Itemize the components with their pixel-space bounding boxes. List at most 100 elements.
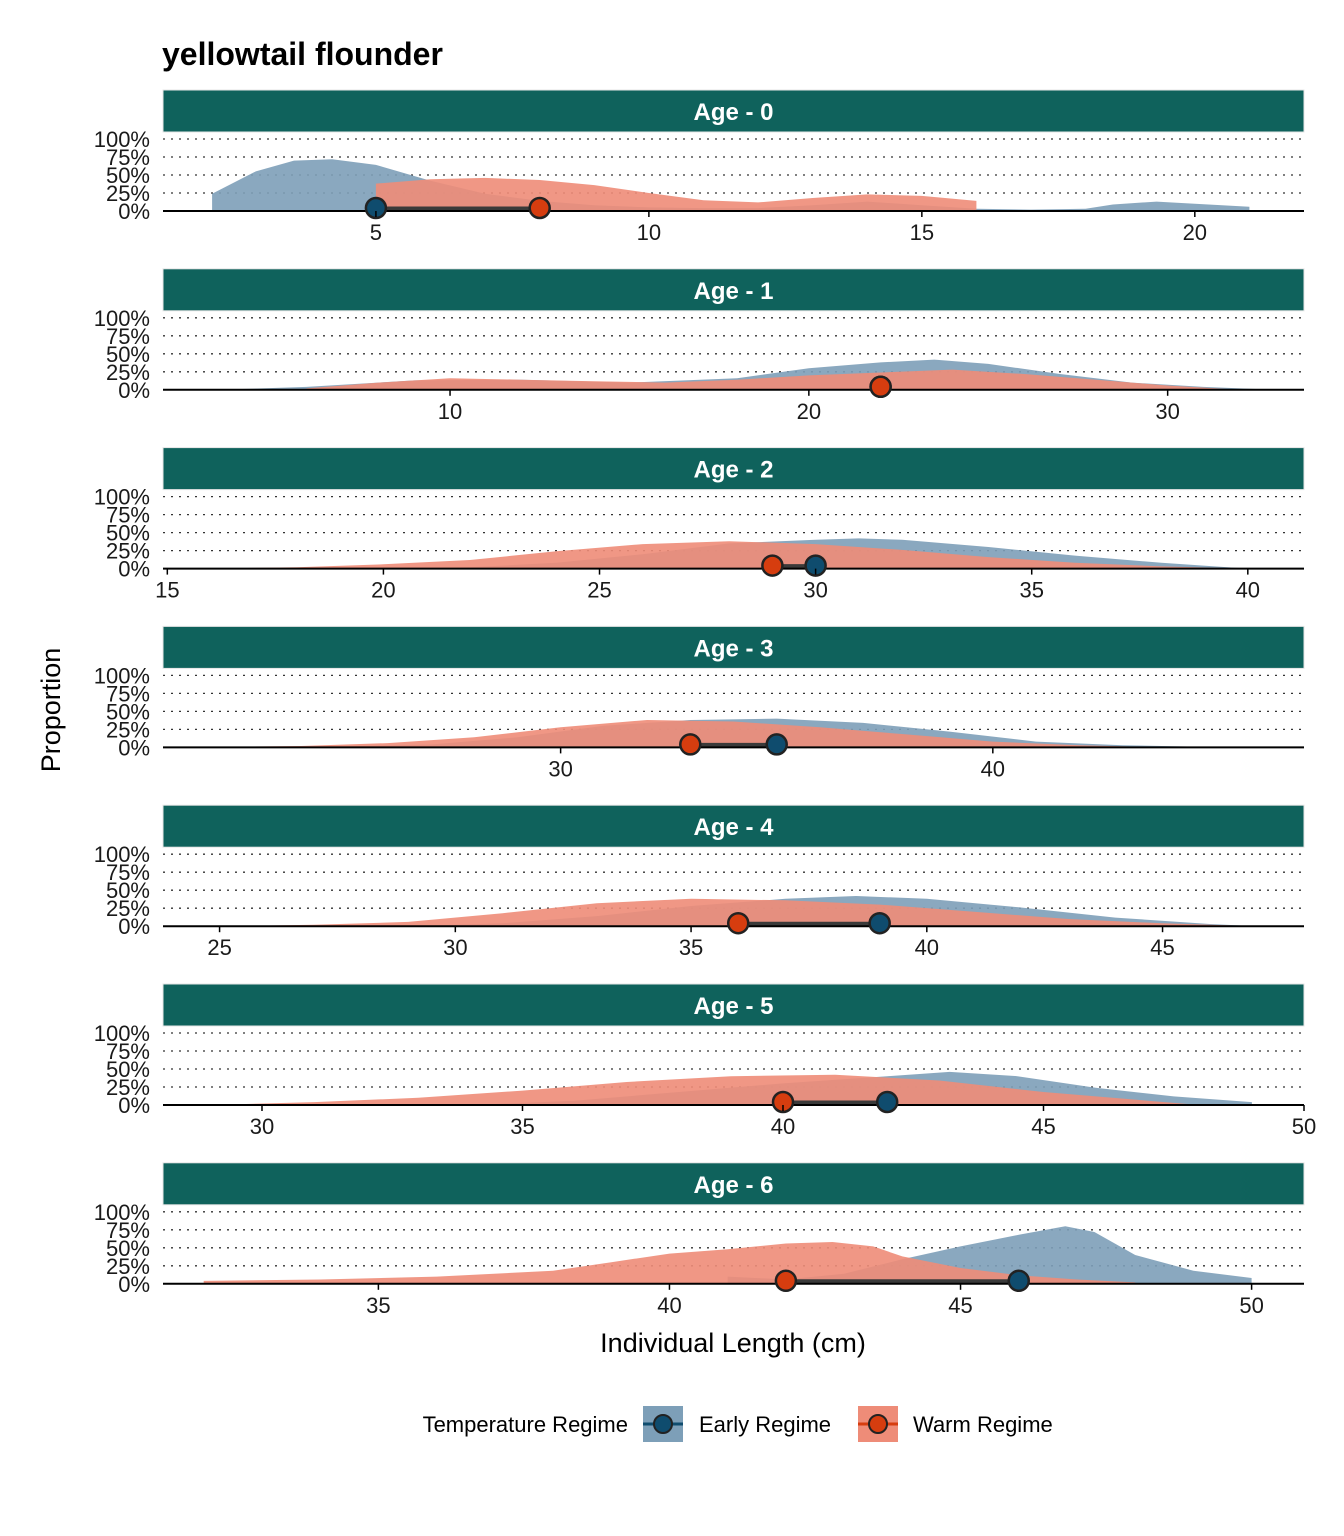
panel-strip-label: Age - 3 [693, 635, 773, 662]
mean-point-early [765, 733, 788, 756]
panel-strip-label: Age - 4 [693, 814, 774, 841]
panel-age-4: Age - 4 0%25%50%75%100% 25 30 35 40 45 [94, 804, 1305, 960]
density-area-warm [375, 177, 977, 211]
y-tick-label: 75% [106, 860, 150, 885]
x-tick-label: 45 [1150, 935, 1174, 960]
x-tick-label: 10 [637, 220, 661, 245]
x-axis-title: Individual Length (cm) [600, 1328, 866, 1358]
panel-strip [162, 1162, 1305, 1206]
y-tick-label: 50% [106, 1057, 150, 1082]
y-tick-label: 50% [106, 1236, 150, 1261]
legend-title: Temperature Regime [423, 1412, 628, 1437]
x-tick-label: 20 [797, 399, 821, 424]
y-tick-label: 0% [118, 914, 150, 939]
y-tick-label: 100% [94, 663, 150, 688]
mean-point-warm [726, 911, 750, 935]
y-tick-label: 100% [94, 127, 150, 152]
y-tick-label: 50% [106, 878, 150, 903]
mean-point-early [364, 196, 388, 220]
panel-strip-label: Age - 0 [693, 99, 773, 126]
x-tick-label: 40 [771, 1114, 795, 1139]
panel-strip [162, 447, 1305, 491]
mean-point-early [804, 554, 827, 577]
x-tick-label: 20 [371, 578, 395, 603]
y-tick-label: 75% [106, 503, 150, 528]
legend-label-early: Early Regime [699, 1412, 831, 1437]
y-tick-label: 75% [106, 1218, 150, 1243]
y-tick-label: 0% [118, 735, 150, 760]
x-tick-label: 30 [1155, 399, 1179, 424]
y-tick-label: 100% [94, 1021, 150, 1046]
y-tick-label: 25% [106, 1075, 150, 1100]
density-area-early [727, 1226, 1252, 1284]
y-tick-label: 50% [106, 163, 150, 188]
panel-age-5: Age - 5 0%25%50%75%100% 30 35 40 45 50 [94, 983, 1316, 1139]
y-tick-label: 75% [106, 1039, 150, 1064]
y-tick-label: 25% [106, 539, 150, 564]
mean-point-warm [869, 375, 892, 399]
y-tick-label: 25% [106, 181, 150, 206]
y-tick-label: 75% [106, 681, 150, 706]
y-tick-label: 25% [106, 896, 150, 921]
x-tick-label: 5 [370, 220, 382, 245]
x-tick-label: 50 [1239, 1293, 1263, 1318]
x-tick-label: 35 [1019, 578, 1043, 603]
y-tick-label: 100% [94, 1200, 150, 1225]
y-axis-title: Proportion [36, 648, 66, 773]
x-tick-label: 35 [366, 1293, 390, 1318]
x-tick-label: 40 [657, 1293, 681, 1318]
panel-age-6: Age - 6 0%25%50%75%100% 35 40 45 50 [94, 1162, 1305, 1318]
density-area-warm [210, 541, 1248, 569]
x-tick-label: 40 [915, 935, 939, 960]
mean-point-warm [679, 733, 702, 756]
y-tick-label: 75% [106, 324, 150, 349]
panel-strip [162, 983, 1305, 1027]
mean-point-warm [774, 1269, 798, 1293]
x-tick-label: 50 [1292, 1114, 1316, 1139]
density-area-warm [209, 1074, 1200, 1105]
y-tick-label: 0% [118, 557, 150, 582]
panel-age-0: Age - 0 0%25%50%75%100% 5 10 15 20 [94, 89, 1305, 245]
x-tick-label: 15 [910, 220, 934, 245]
y-tick-label: 100% [94, 842, 150, 867]
x-tick-label: 20 [1183, 220, 1207, 245]
legend-key-warm-point [868, 1414, 888, 1434]
y-tick-label: 50% [106, 699, 150, 724]
x-tick-label: 30 [443, 935, 467, 960]
legend-label-warm: Warm Regime [913, 1412, 1053, 1437]
y-tick-label: 50% [106, 521, 150, 546]
panel-strip [162, 268, 1305, 312]
y-tick-label: 25% [106, 360, 150, 385]
x-tick-label: 35 [679, 935, 703, 960]
mean-point-early [868, 911, 891, 935]
x-tick-label: 30 [250, 1114, 274, 1139]
x-tick-label: 25 [207, 935, 231, 960]
panel-strip-label: Age - 2 [693, 457, 773, 484]
y-tick-label: 0% [118, 1272, 150, 1297]
panel-strip-label: Age - 5 [693, 993, 773, 1020]
y-tick-label: 100% [94, 485, 150, 510]
x-tick-label: 45 [1031, 1114, 1055, 1139]
legend-key-early-point [653, 1414, 673, 1434]
panel-strip [162, 89, 1305, 133]
y-tick-label: 25% [106, 1254, 150, 1279]
x-tick-label: 25 [587, 578, 611, 603]
y-tick-label: 75% [106, 145, 150, 170]
x-tick-label: 40 [1236, 578, 1260, 603]
panel-age-1: Age - 1 0%25%50%75%100% 10 20 30 [94, 268, 1305, 424]
panel-age-3: Age - 3 0%25%50%75%100% 30 40 [94, 625, 1305, 781]
panel-strip-label: Age - 1 [693, 278, 773, 305]
mean-point-warm [761, 554, 784, 577]
y-tick-label: 0% [118, 378, 150, 403]
chart-title: yellowtail flounder [162, 36, 443, 72]
y-tick-label: 50% [106, 342, 150, 367]
x-tick-label: 30 [548, 756, 572, 781]
panel-strip-label: Age - 6 [693, 1172, 773, 1199]
y-tick-label: 100% [94, 306, 150, 331]
density-area-warm [203, 1242, 1136, 1284]
mean-point-warm [771, 1090, 795, 1114]
panel-strip [162, 804, 1305, 848]
mean-point-warm [528, 196, 551, 220]
